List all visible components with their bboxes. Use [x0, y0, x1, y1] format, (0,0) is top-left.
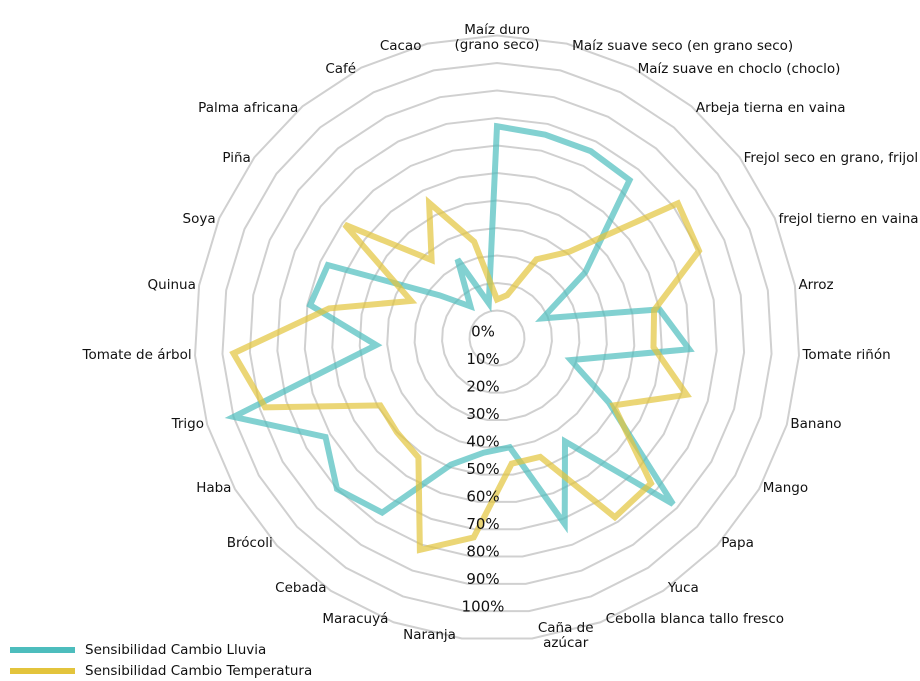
- grid-ring: [331, 171, 663, 503]
- category-label: Maíz duro (grano seco): [454, 22, 540, 53]
- grid-ring: [413, 254, 581, 421]
- category-label: Quinua: [147, 277, 196, 294]
- category-label: Café: [325, 61, 357, 78]
- category-label: Soya: [182, 210, 216, 227]
- category-label: Cebada: [275, 580, 327, 597]
- grid-ring: [221, 61, 773, 613]
- category-label: Banano: [790, 415, 842, 432]
- category-label: Brócoli: [226, 535, 273, 552]
- category-label: Cacao: [379, 37, 422, 54]
- tick-label: 50%: [466, 460, 499, 478]
- tick-label: 30%: [466, 405, 499, 423]
- series-line: [224, 122, 695, 534]
- tick-label: 100%: [462, 598, 505, 616]
- category-label: Tomate de árbol: [82, 346, 192, 363]
- category-label: Trigo: [171, 415, 204, 432]
- category-label: Mango: [762, 479, 809, 496]
- legend-label: Sensibilidad Cambio Lluvia: [85, 642, 266, 658]
- outer-ring: [194, 34, 800, 640]
- category-label: Caña de azúcar: [537, 619, 594, 651]
- category-label: Maíz suave seco (en grano seco): [572, 37, 794, 54]
- category-label: Cebolla blanca tallo fresco: [605, 611, 785, 628]
- grid-ring: [468, 309, 526, 367]
- grid-ring: [248, 89, 746, 585]
- grid-ring: [441, 281, 553, 394]
- tick-label: 0%: [471, 323, 495, 341]
- tick-label: 40%: [466, 433, 499, 451]
- category-label: Arbeja tierna en vaina: [695, 99, 846, 116]
- grid-ring: [303, 144, 691, 531]
- category-label: Piña: [222, 150, 251, 167]
- category-label: Maracuyá: [322, 611, 389, 628]
- category-label: Maíz suave en choclo (choclo): [637, 61, 841, 78]
- series-line: [229, 196, 703, 554]
- category-label: frejol tierno en vaina: [778, 210, 919, 227]
- category-label: Arroz: [798, 277, 834, 294]
- category-label: Haba: [196, 479, 232, 496]
- category-label: Naranja: [403, 627, 456, 644]
- tick-label: 60%: [466, 488, 499, 506]
- category-label: Papa: [721, 535, 754, 552]
- category-label: Yuca: [667, 580, 699, 597]
- tick-label: 70%: [466, 515, 499, 533]
- grid-ring: [358, 199, 636, 476]
- category-label: Frejol seco en grano, frijol: [743, 150, 919, 167]
- legend-label: Sensibilidad Cambio Temperatura: [85, 663, 312, 679]
- tick-label: 20%: [466, 378, 499, 396]
- tick-label: 90%: [466, 570, 499, 588]
- category-label: Tomate riñón: [802, 346, 891, 363]
- category-label: Palma africana: [198, 99, 299, 116]
- tick-label: 80%: [466, 543, 499, 561]
- tick-label: 10%: [466, 350, 499, 368]
